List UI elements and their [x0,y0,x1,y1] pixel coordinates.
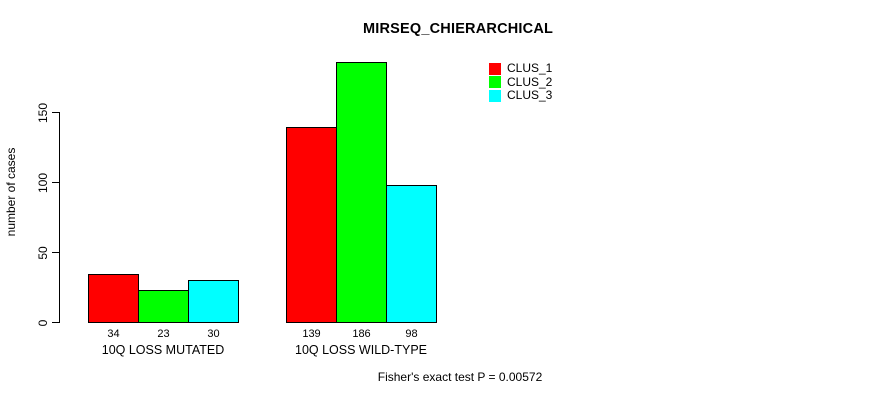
legend-row: CLUS_2 [489,74,553,90]
bar-clus_1 [286,127,337,323]
category-label: 10Q LOSS WILD-TYPE [295,343,427,357]
fisher-test-annotation: Fisher's exact test P = 0.00572 [377,370,543,384]
bar-value-label: 139 [302,328,321,340]
y-tick-mark [52,112,59,113]
y-tick-label: 100 [36,172,50,193]
legend-row: CLUS_1 [489,62,552,76]
legend-swatch-clus_3 [489,89,501,102]
y-tick-mark [52,182,59,183]
bar-value-label: 34 [107,328,120,340]
bar-value-label: 23 [157,328,170,340]
legend-swatch-clus_2 [489,76,501,89]
y-tick-mark [52,322,59,323]
y-axis-title: number of cases [4,147,18,237]
bar-value-label: 30 [207,328,220,340]
bar-value-label: 98 [405,328,418,340]
bar-value-label: 186 [352,328,371,340]
bar-clus_2 [336,62,387,323]
y-tick-label: 150 [36,102,50,123]
legend-swatch-clus_1 [489,62,501,75]
bar-clus_2 [138,290,189,323]
y-tick-mark [52,252,59,253]
chart-title: MIRSEQ_CHIERARCHICAL [362,21,554,37]
legend-label: CLUS_2 [507,74,553,89]
y-tick-label: 50 [36,245,50,260]
y-axis-line [59,112,60,323]
bar-clus_1 [88,274,139,323]
legend-label: CLUS_3 [507,88,553,103]
legend-label: CLUS_1 [507,61,553,76]
bar-clus_3 [188,280,239,323]
legend: CLUS_1 CLUS_2 CLUS_3 [489,62,552,103]
y-tick-label: 0 [36,319,50,326]
bar-clus_3 [386,185,437,323]
legend-row: CLUS_3 [489,89,552,103]
category-label: 10Q LOSS MUTATED [101,343,225,357]
